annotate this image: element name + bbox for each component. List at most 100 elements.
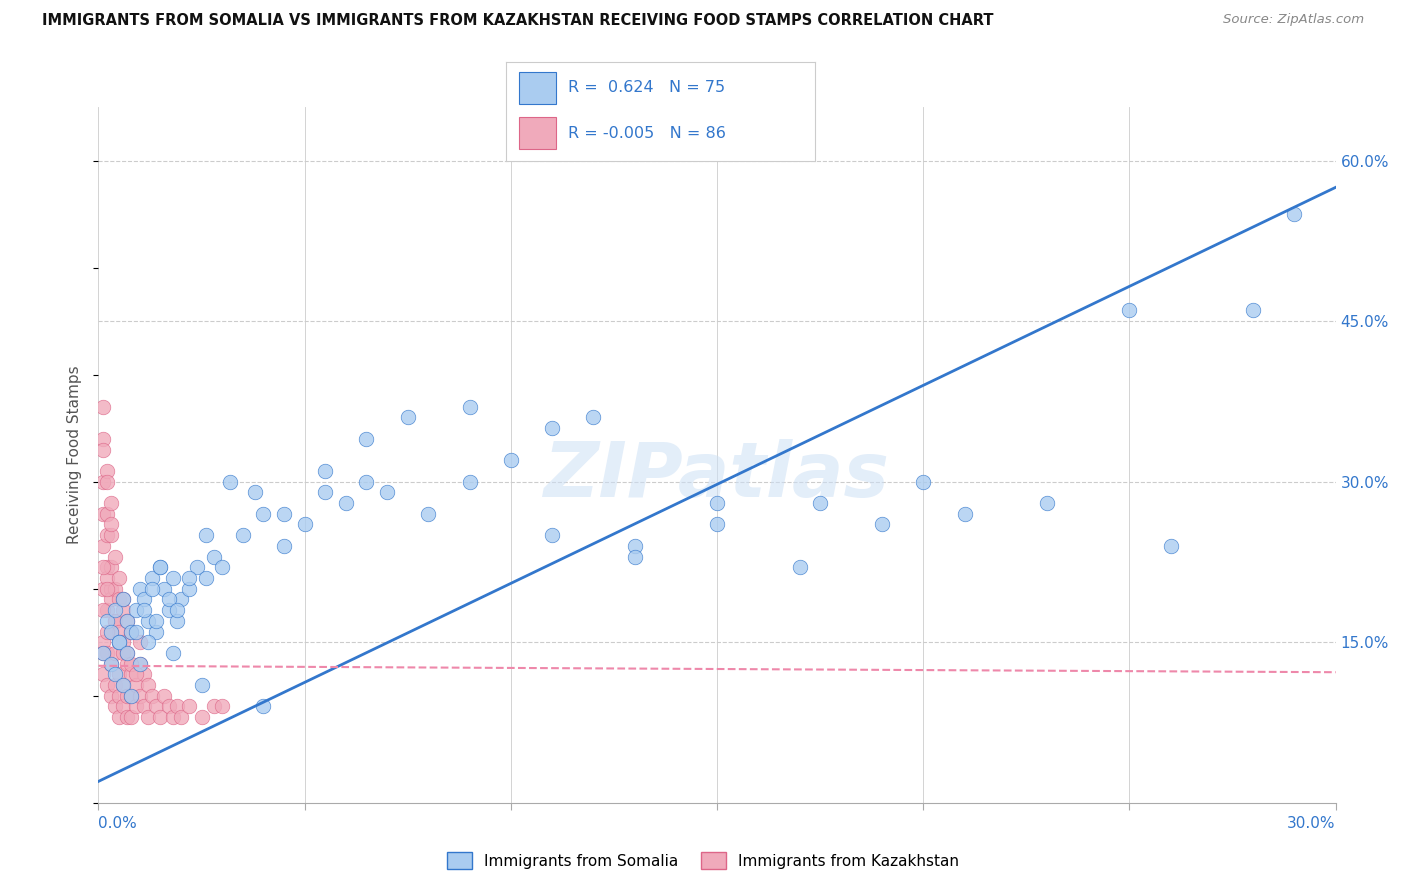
Point: [211, 560, 233, 574]
Point: [912, 475, 935, 489]
Point: [141, 689, 163, 703]
Point: [100, 624, 122, 639]
Point: [104, 699, 127, 714]
Point: [458, 475, 481, 489]
Point: [96, 464, 118, 478]
Point: [953, 507, 976, 521]
Point: [418, 507, 440, 521]
Point: [100, 657, 122, 671]
Point: [162, 646, 184, 660]
Point: [232, 528, 254, 542]
Point: [108, 667, 131, 681]
Point: [117, 614, 139, 628]
Point: [396, 410, 419, 425]
Point: [96, 614, 118, 628]
Point: [91, 603, 114, 617]
Point: [96, 571, 118, 585]
Point: [91, 400, 114, 414]
Point: [186, 560, 208, 574]
Text: Source: ZipAtlas.com: Source: ZipAtlas.com: [1223, 13, 1364, 27]
Point: [91, 646, 114, 660]
Point: [108, 689, 131, 703]
Point: [149, 710, 172, 724]
Text: 30.0%: 30.0%: [1288, 816, 1336, 831]
Point: [166, 614, 188, 628]
Point: [1036, 496, 1059, 510]
Point: [104, 667, 127, 681]
Point: [870, 517, 893, 532]
Point: [91, 560, 114, 574]
Point: [96, 624, 118, 639]
Point: [112, 592, 135, 607]
Point: [96, 528, 118, 542]
Point: [141, 582, 163, 596]
Point: [112, 592, 135, 607]
Point: [375, 485, 398, 500]
Point: [100, 689, 122, 703]
Point: [808, 496, 831, 510]
Point: [1241, 303, 1264, 318]
Point: [145, 614, 167, 628]
Point: [162, 710, 184, 724]
Point: [124, 624, 146, 639]
Point: [623, 549, 645, 564]
Point: [128, 657, 150, 671]
Point: [96, 560, 118, 574]
Point: [145, 699, 167, 714]
Point: [190, 710, 212, 724]
Point: [132, 603, 155, 617]
Point: [120, 657, 142, 671]
Point: [141, 571, 163, 585]
Point: [108, 635, 131, 649]
Point: [153, 689, 176, 703]
Point: [136, 614, 159, 628]
Point: [112, 678, 135, 692]
Point: [356, 432, 378, 446]
Point: [458, 400, 481, 414]
Text: IMMIGRANTS FROM SOMALIA VS IMMIGRANTS FROM KAZAKHSTAN RECEIVING FOOD STAMPS CORR: IMMIGRANTS FROM SOMALIA VS IMMIGRANTS FR…: [42, 13, 994, 29]
Point: [96, 582, 118, 596]
Point: [170, 710, 193, 724]
Point: [104, 614, 127, 628]
Text: R = -0.005   N = 86: R = -0.005 N = 86: [568, 126, 725, 141]
Point: [314, 464, 336, 478]
Point: [219, 475, 242, 489]
Point: [91, 475, 114, 489]
Point: [91, 582, 114, 596]
Point: [202, 699, 225, 714]
Point: [128, 582, 150, 596]
Point: [96, 646, 118, 660]
Point: [91, 507, 114, 521]
Point: [100, 657, 122, 671]
Point: [91, 667, 114, 681]
Point: [104, 582, 127, 596]
Point: [136, 710, 159, 724]
Bar: [519, 72, 555, 103]
Point: [356, 475, 378, 489]
Point: [153, 582, 176, 596]
Point: [149, 560, 172, 574]
Point: [112, 678, 135, 692]
Point: [112, 603, 135, 617]
Point: [132, 667, 155, 681]
Point: [243, 485, 266, 500]
Point: [104, 614, 127, 628]
Point: [124, 699, 146, 714]
Point: [273, 507, 295, 521]
Point: [96, 507, 118, 521]
Text: ZIPatlas: ZIPatlas: [544, 439, 890, 513]
Point: [211, 699, 233, 714]
Point: [120, 624, 142, 639]
Point: [91, 432, 114, 446]
Point: [91, 539, 114, 553]
Point: [100, 496, 122, 510]
Point: [124, 603, 146, 617]
Point: [190, 678, 212, 692]
Y-axis label: Receiving Food Stamps: Receiving Food Stamps: [67, 366, 83, 544]
Point: [104, 549, 127, 564]
Point: [582, 410, 605, 425]
Point: [623, 539, 645, 553]
Point: [252, 699, 274, 714]
Point: [112, 646, 135, 660]
Point: [120, 710, 142, 724]
